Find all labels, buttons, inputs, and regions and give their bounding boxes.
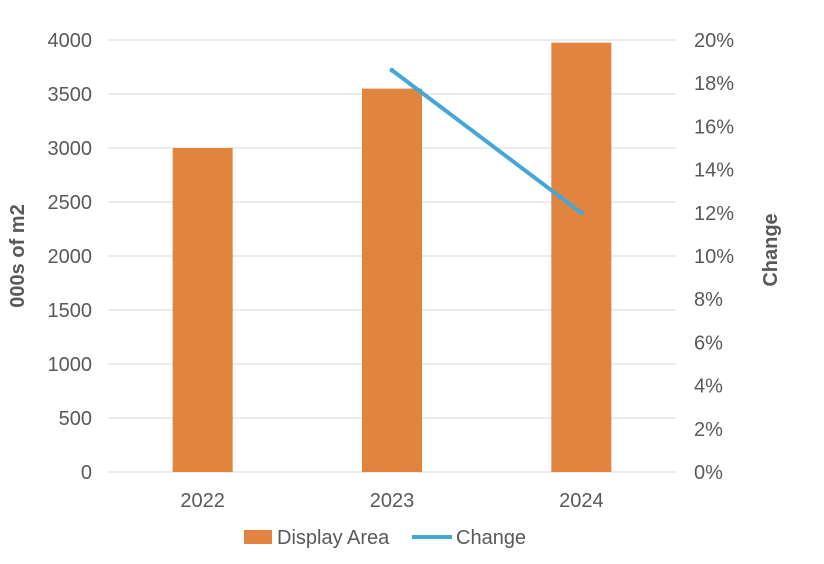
- y2-tick-label: 16%: [694, 116, 734, 138]
- bar-display-area: [551, 42, 612, 472]
- y-tick-label: 3000: [48, 138, 93, 160]
- y-tick-label: 3500: [48, 84, 93, 106]
- y2-tick-label: 0%: [694, 462, 723, 484]
- y2-tick-label: 2%: [694, 419, 723, 441]
- y2-tick-label: 4%: [694, 376, 723, 398]
- axes: 0 500 1000 1500 2000 2500 3000 3500 4000 0% 2% 4% 6%…: [48, 30, 735, 512]
- bar-series: [172, 42, 612, 472]
- legend-label-display-area: Display Area: [277, 527, 390, 549]
- bar-display-area: [362, 88, 422, 472]
- point-change: [578, 210, 584, 216]
- y2-tick-label: 6%: [694, 332, 723, 354]
- y2-axis-title: Change: [760, 213, 782, 286]
- y2-tick-label: 20%: [694, 30, 734, 52]
- y2-tick-label: 18%: [694, 73, 734, 95]
- y-tick-label: 500: [59, 408, 92, 430]
- y-tick-label: 2000: [48, 246, 93, 268]
- line-series: [389, 67, 584, 216]
- line-change: [390, 68, 584, 215]
- x-tick-label: 2022: [180, 490, 225, 512]
- legend: Display Area Change: [244, 527, 526, 549]
- y-tick-label: 4000: [48, 30, 93, 52]
- y-tick-label: 2500: [48, 192, 93, 214]
- point-change: [389, 67, 395, 73]
- y-tick-label: 0: [81, 462, 92, 484]
- legend-swatch-display-area: [244, 530, 272, 544]
- bar-display-area: [172, 148, 233, 472]
- y2-tick-label: 14%: [694, 160, 734, 182]
- x-tick-label: 2023: [370, 490, 415, 512]
- y-tick-label: 1000: [48, 354, 93, 376]
- y2-tick-label: 10%: [694, 246, 734, 268]
- y-tick-label: 1500: [48, 300, 93, 322]
- y2-tick-label: 8%: [694, 289, 723, 311]
- y-axis-title: 000s of m2: [7, 204, 29, 307]
- y2-tick-label: 12%: [694, 203, 734, 225]
- x-tick-label: 2024: [559, 490, 604, 512]
- legend-label-change: Change: [456, 527, 526, 549]
